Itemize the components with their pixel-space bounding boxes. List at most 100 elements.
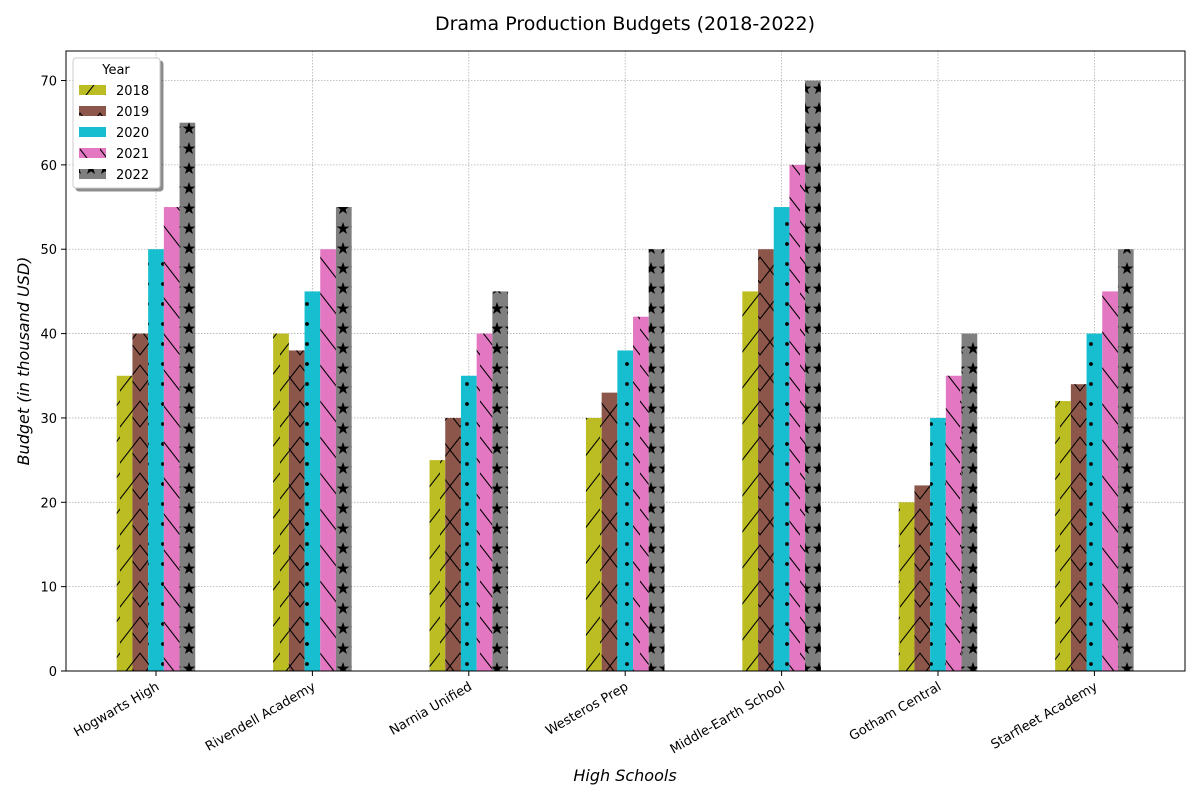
legend-item-2018: 2018	[79, 84, 149, 99]
bar-hatch	[163, 207, 180, 671]
bar-2022	[648, 249, 665, 671]
bar-2020	[1086, 333, 1103, 671]
x-tick-label: Hogwarts High	[72, 679, 162, 740]
bar-2019	[288, 350, 305, 671]
bar-2020	[773, 207, 790, 671]
bar-2019	[914, 485, 931, 671]
bar-hatch	[148, 249, 164, 671]
bar-hatch	[1117, 249, 1134, 671]
bar-hatch	[1070, 384, 1087, 671]
bar-2018	[429, 460, 446, 671]
bar-2018	[273, 333, 289, 671]
legend-swatch-hatch	[79, 148, 106, 158]
legend-item-2019: 2019	[79, 105, 149, 120]
legend-label: 2019	[116, 105, 149, 120]
bar-hatch	[132, 333, 149, 671]
legend-item-2022: 2022	[79, 168, 149, 183]
legend-label: 2022	[116, 168, 149, 183]
bar-hatch	[742, 291, 759, 671]
bar-2021	[633, 316, 649, 671]
bar-2022	[1117, 249, 1134, 671]
bar-hatch	[601, 392, 618, 671]
bar-2019	[758, 249, 774, 671]
bar-hatch	[492, 291, 509, 671]
bar-hatch	[460, 375, 477, 671]
bar-hatch	[914, 485, 931, 671]
legend-item-2021: 2021	[79, 147, 149, 162]
y-tick-label: 10	[40, 581, 57, 596]
bar-2019	[445, 417, 461, 671]
y-tick-label: 0	[49, 665, 57, 680]
chart-title: Drama Production Budgets (2018-2022)	[435, 13, 815, 35]
bar-2018	[898, 502, 915, 671]
legend-label: 2020	[116, 126, 149, 141]
bar-2021	[476, 333, 493, 671]
y-tick-label: 40	[40, 328, 57, 343]
bar-hatch	[585, 417, 602, 671]
bar-2019	[132, 333, 149, 671]
bar-hatch	[1102, 291, 1118, 671]
bar-hatch	[898, 502, 915, 671]
x-tick-label: Westeros Prep	[543, 679, 631, 738]
bar-hatch	[789, 164, 806, 671]
bar-hatch	[1055, 401, 1071, 671]
x-tick-label: Middle-Earth School	[668, 679, 788, 757]
bar-hatch	[961, 333, 978, 671]
y-tick-label: 30	[40, 412, 57, 427]
bar-hatch	[429, 460, 446, 671]
bar-2022	[335, 207, 352, 671]
bar-hatch	[633, 316, 649, 671]
bar-2019	[601, 392, 618, 671]
bar-hatch	[648, 249, 665, 671]
bar-2018	[742, 291, 759, 671]
bar-hatch	[773, 207, 790, 671]
bar-group	[116, 80, 1134, 672]
bar-2020	[148, 249, 164, 671]
bar-hatch	[273, 333, 289, 671]
bar-2021	[1102, 291, 1118, 671]
legend-swatch-hatch	[79, 127, 106, 137]
y-tick-label: 60	[40, 159, 57, 174]
bar-2021	[163, 207, 180, 671]
bar-2021	[320, 249, 336, 671]
legend-items: 2018 2019 2020 2021 2022	[79, 84, 149, 183]
bar-hatch	[335, 207, 352, 671]
legend-swatch-hatch	[79, 106, 106, 116]
legend-title: Year	[101, 63, 130, 78]
bar-hatch	[930, 417, 946, 671]
bar-2020	[930, 417, 946, 671]
y-axis-label: Budget (in thousand USD)	[14, 257, 33, 466]
bar-2018	[585, 417, 602, 671]
legend-label: 2021	[116, 147, 149, 162]
bar-hatch	[116, 375, 133, 671]
bar-hatch	[1086, 333, 1103, 671]
bar-2020	[304, 291, 321, 671]
bar-hatch	[476, 333, 493, 671]
bar-hatch	[758, 249, 774, 671]
bar-2022	[805, 80, 821, 672]
x-axis-label: High Schools	[573, 766, 676, 785]
x-tick-label: Narnia Unified	[387, 679, 475, 738]
x-tick-label: Rivendell Academy	[203, 679, 319, 754]
bar-2022	[961, 333, 978, 671]
bar-hatch	[179, 122, 196, 671]
bar-hatch	[945, 375, 962, 671]
x-tick-label: Gotham Central	[847, 679, 944, 744]
bar-hatch	[288, 350, 305, 671]
y-tick-label: 70	[40, 75, 57, 90]
legend-swatch-hatch	[79, 169, 106, 179]
bar-hatch	[617, 350, 634, 671]
bar-hatch	[304, 291, 321, 671]
bar-2018	[1055, 401, 1071, 671]
bar-2020	[617, 350, 634, 671]
legend-swatch-hatch	[79, 85, 106, 95]
bar-2021	[789, 164, 806, 671]
bar-2021	[945, 375, 962, 671]
x-tick-label: Starfleet Academy	[989, 679, 1101, 752]
y-axis: 0 10 20 30 40 50 60 70	[40, 75, 66, 680]
bar-hatch	[805, 80, 821, 672]
y-tick-label: 20	[40, 496, 57, 511]
bar-2019	[1070, 384, 1087, 671]
legend-item-2020: 2020	[79, 126, 149, 141]
